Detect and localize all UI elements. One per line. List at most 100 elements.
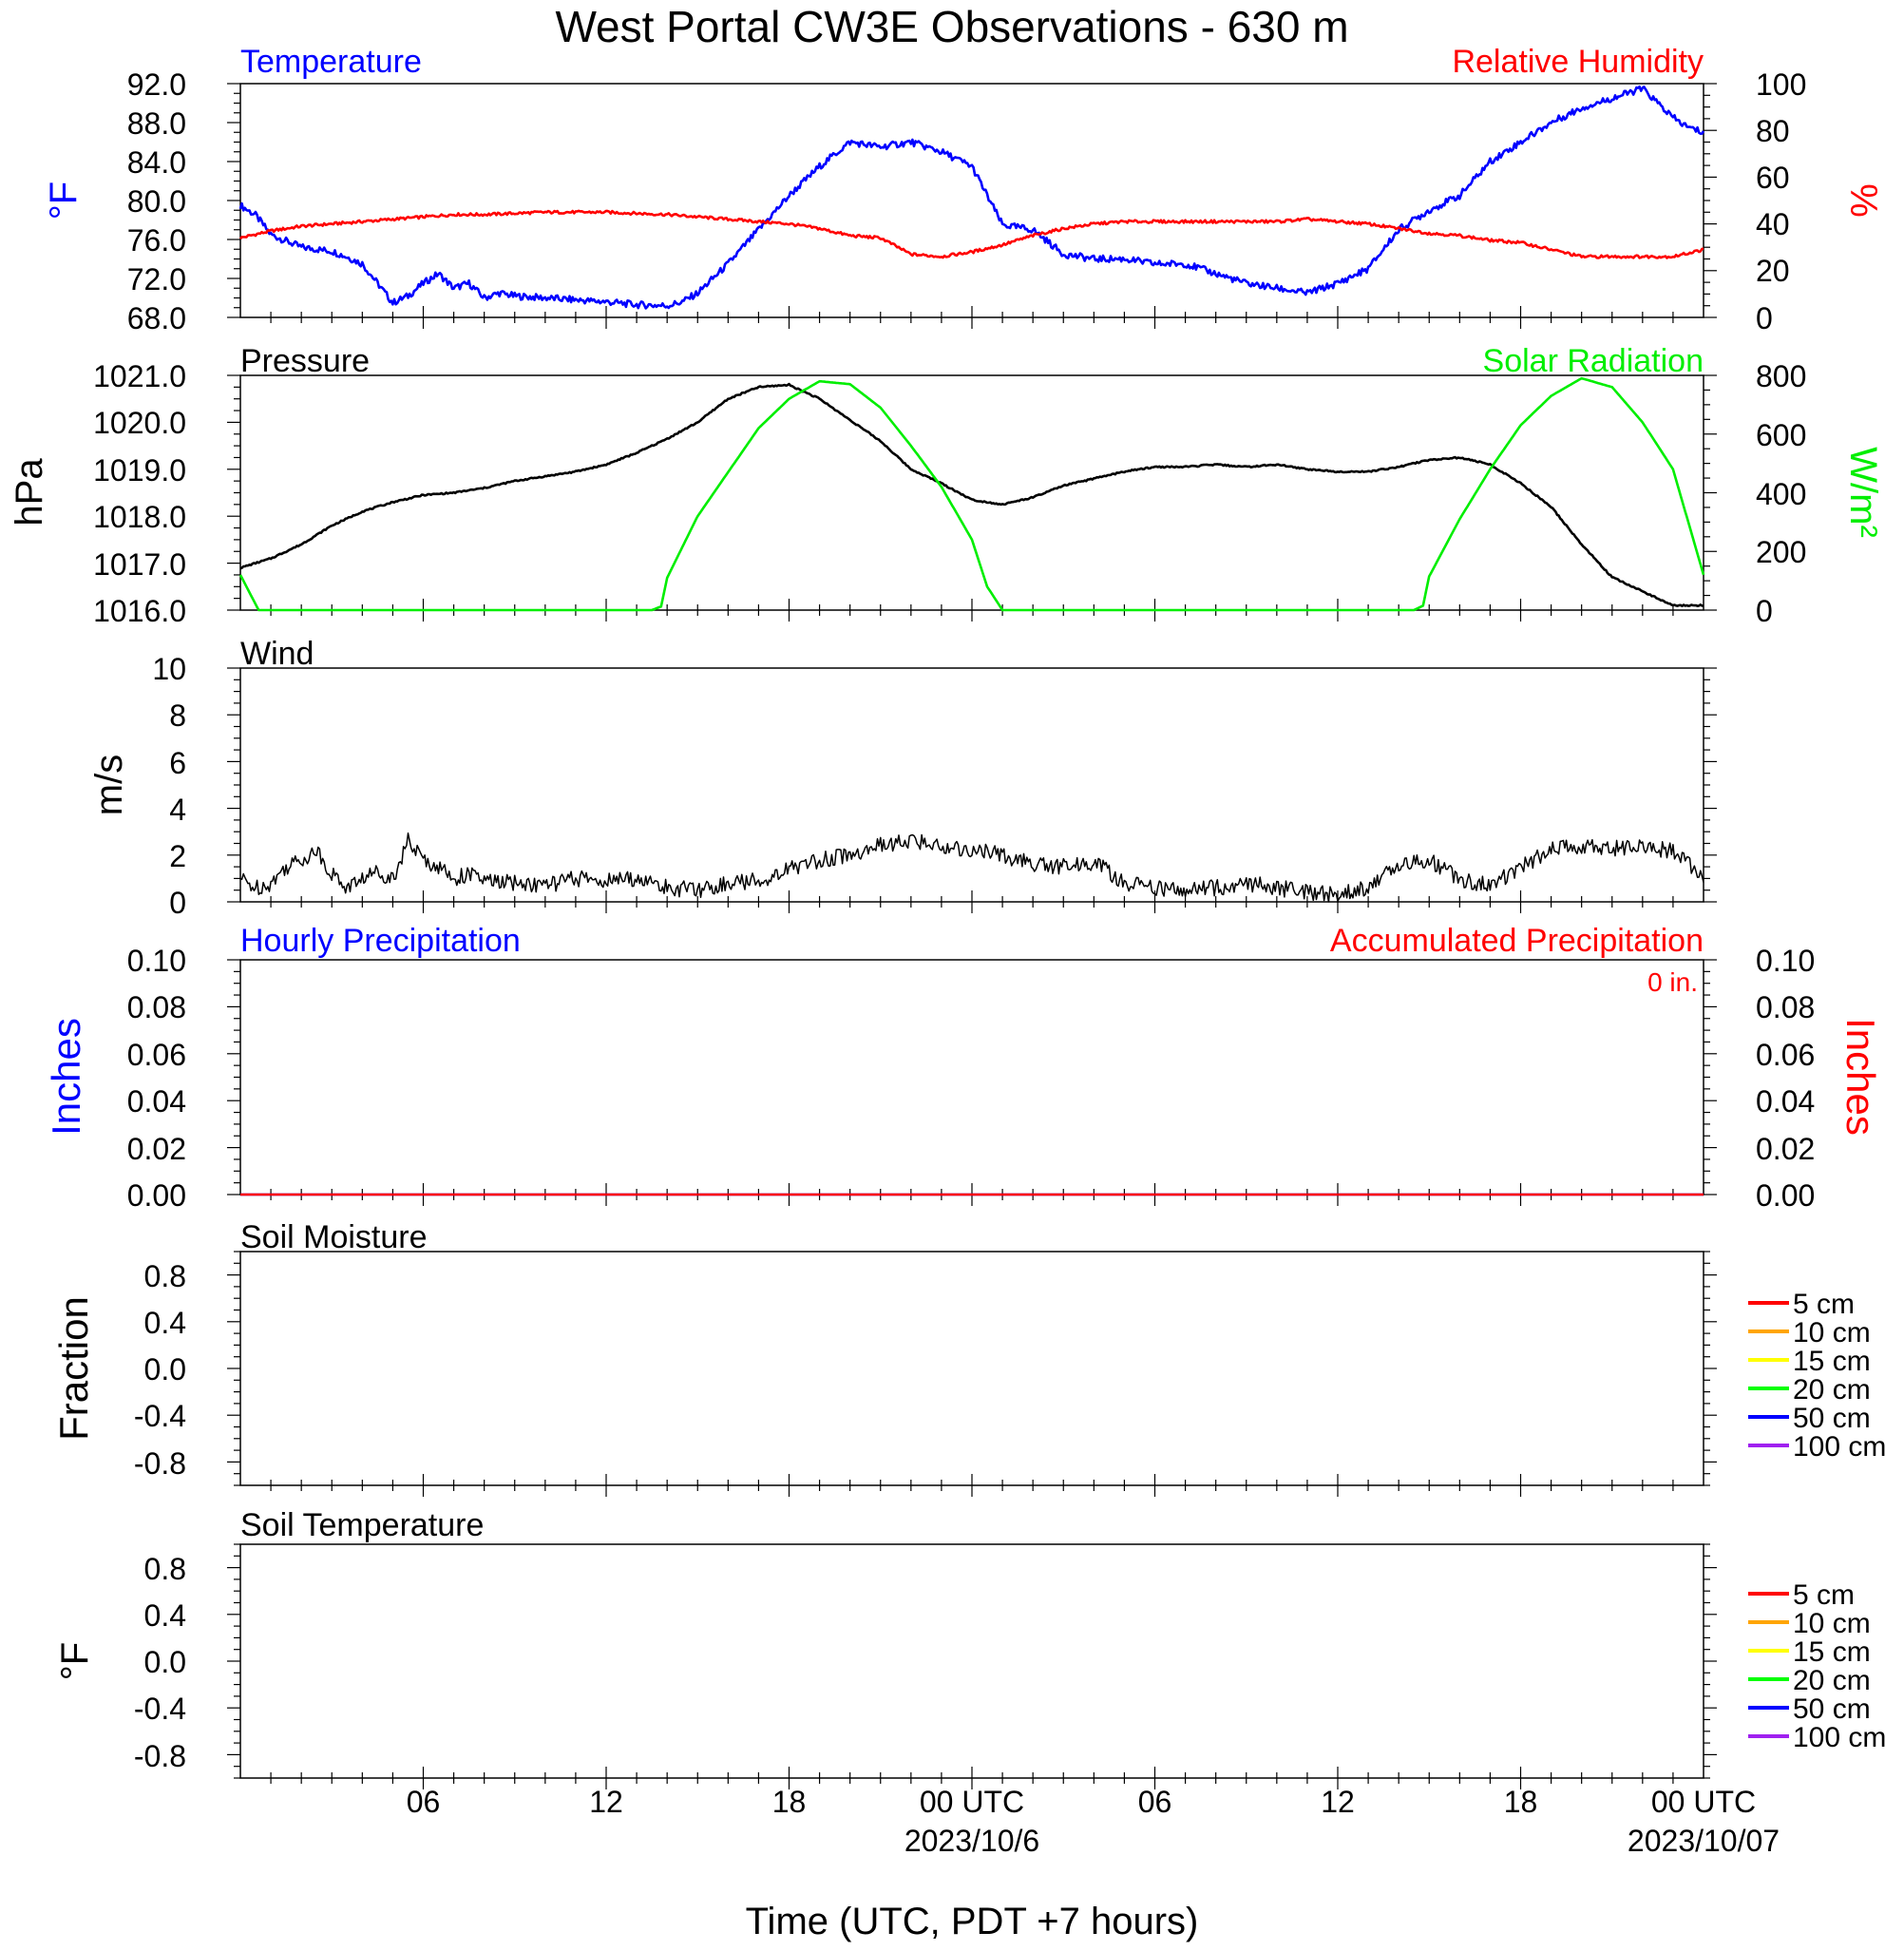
legend-label: 20 cm [1793,1374,1871,1406]
x-tick-label: 00 UTC [1651,1785,1756,1819]
panel-frame [239,1251,1704,1486]
x-tick-label: 18 [772,1785,807,1819]
temperature-unit: °F [43,182,85,220]
legend-label: 15 cm [1793,1346,1871,1377]
temp-rh-series [238,85,1705,310]
soil-moisture-legend: 5 cm 10 cm 15 cm 20 cm 50 cm 100 cm [1748,1289,1886,1463]
y-tick-label: 4 [169,793,186,827]
panel-soil-moisture: Soil Moisture Fraction 0.8 0.4 0.0 -0.4 … [51,1219,1886,1497]
x-tick-label: 06 [1138,1785,1172,1819]
y-tick-label: -0.8 [134,1739,186,1773]
y-tick-label: 0.4 [144,1598,186,1633]
chart-title: West Portal CW3E Observations - 630 m [555,2,1348,51]
hourly-precip-label: Hourly Precipitation [240,923,521,959]
soil-moisture-unit: Fraction [51,1296,96,1441]
panel-ticks [227,1543,1717,1789]
y-tick-label: 8 [169,698,186,733]
relative-humidity-line [238,209,1704,259]
y-tick-label: 68.0 [127,301,186,335]
y-tick-label: 100 [1756,67,1806,102]
legend-label: 100 cm [1793,1431,1886,1463]
y-tick-label: 0 [169,886,186,920]
y-tick-label: 0.04 [127,1084,186,1119]
panel-ticks [227,83,1717,329]
pressure-line [239,382,1704,608]
pressure-label: Pressure [240,343,370,379]
y-tick-label: 80 [1756,114,1790,148]
precip-left-tick-labels: 0.10 0.08 0.06 0.04 0.02 0.00 [127,944,186,1213]
soil-temperature-unit: °F [54,1642,96,1680]
y-tick-label: -0.4 [134,1399,186,1433]
y-tick-label: 1017.0 [93,547,186,582]
wind-label: Wind [240,636,314,672]
wind-unit: m/s [88,755,130,815]
panel-temp-rh: Temperature Relative Humidity °F % 92.0 … [43,44,1884,335]
y-tick-label: 0.06 [1756,1038,1815,1072]
panel-ticks [227,1251,1717,1497]
temperature-line [238,85,1705,310]
panel-ticks [227,667,1717,913]
panel-wind: Wind m/s 10 8 6 4 2 0 [88,636,1717,920]
y-tick-label: 0.08 [1756,990,1815,1024]
panel-frame [239,83,1704,318]
x-tick-label: 18 [1504,1785,1538,1819]
panel-frame [239,374,1704,611]
y-tick-label: -0.8 [134,1446,186,1481]
panel-frame [239,667,1704,903]
panel-soil-temperature: Soil Temperature °F 0.8 0.4 0.0 -0.4 -0.… [54,1507,1886,1789]
y-tick-label: 200 [1756,535,1806,569]
y-tick-label: 0 [1756,301,1773,335]
legend-label: 100 cm [1793,1722,1886,1753]
x-tick-label: 12 [589,1785,623,1819]
wind-line [239,832,1704,903]
soil-temperature-legend: 5 cm 10 cm 15 cm 20 cm 50 cm 100 cm [1748,1579,1886,1753]
solar-unit: W/m² [1842,447,1884,538]
panel-ticks [227,374,1717,622]
legend-label: 5 cm [1793,1579,1855,1611]
panel-precip: Hourly Precipitation Accumulated Precipi… [44,923,1883,1213]
legend-label: 50 cm [1793,1693,1871,1725]
y-tick-label: 10 [152,652,186,686]
humidity-label: Relative Humidity [1452,44,1704,80]
y-tick-label: 60 [1756,161,1790,195]
panel-ticks [227,959,1717,1206]
y-tick-label: 600 [1756,418,1806,452]
legend-label: 5 cm [1793,1289,1855,1320]
y-tick-label: 1018.0 [93,500,186,534]
y-tick-label: 0.06 [127,1038,186,1072]
legend-label: 20 cm [1793,1665,1871,1696]
panel-frame [239,959,1704,1195]
x-date-label: 2023/10/07 [1628,1824,1780,1858]
y-tick-label: 0.8 [144,1552,186,1586]
y-tick-label: 92.0 [127,67,186,102]
x-axis-title: Time (UTC, PDT +7 hours) [746,1901,1199,1942]
soil-temperature-y-tick-labels: 0.8 0.4 0.0 -0.4 -0.8 [134,1552,186,1773]
y-tick-label: 1021.0 [93,359,186,393]
soil-moisture-label: Soil Moisture [240,1219,428,1255]
x-tick-label: 00 UTC [920,1785,1024,1819]
y-tick-label: 80.0 [127,184,186,219]
y-tick-label: 0.08 [127,990,186,1024]
wind-y-tick-labels: 10 8 6 4 2 0 [152,652,186,920]
panel-frame [239,1543,1704,1779]
y-tick-label: 0.0 [144,1645,186,1679]
y-tick-label: -0.4 [134,1692,186,1726]
y-tick-label: 6 [169,746,186,780]
x-tick-labels: 06 12 18 00 UTC 2023/10/6 06 12 18 00 UTC 2023/10… [407,1785,1780,1858]
temperature-label: Temperature [240,44,422,80]
x-date-label: 2023/10/6 [904,1824,1039,1858]
panel-pressure-solar: Pressure Solar Radiation hPa W/m² 1021.0… [9,343,1884,628]
y-tick-label: 0.0 [144,1352,186,1387]
y-tick-label: 0.02 [127,1132,186,1166]
y-tick-label: 0 [1756,594,1773,628]
y-tick-label: 800 [1756,359,1806,393]
y-tick-label: 0.10 [1756,944,1815,978]
y-tick-label: 1016.0 [93,594,186,628]
y-tick-label: 72.0 [127,262,186,296]
solar-label: Solar Radiation [1483,343,1704,379]
precip-right-tick-labels: 0.10 0.08 0.06 0.04 0.02 0.00 [1756,944,1815,1213]
y-tick-label: 84.0 [127,145,186,180]
pressure-unit: hPa [9,458,50,526]
y-tick-label: 0.4 [144,1306,186,1340]
y-tick-label: 1020.0 [93,406,186,440]
